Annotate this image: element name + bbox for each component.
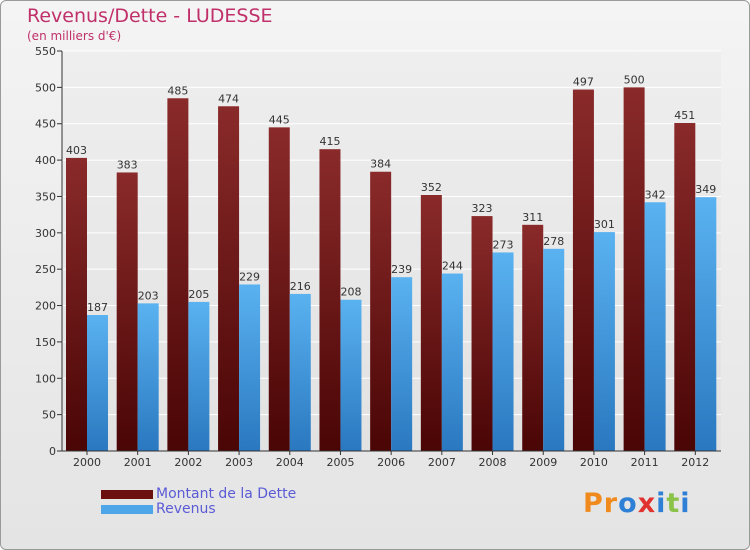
y-tick-label: 350 (35, 190, 56, 203)
revenue-value-label: 349 (695, 183, 716, 196)
revenue-value-label: 273 (493, 238, 514, 251)
debt-bar (218, 106, 240, 451)
x-tick-label: 2001 (124, 456, 152, 469)
debt-value-label: 384 (370, 158, 391, 171)
debt-bar (167, 98, 189, 451)
revenue-value-label: 278 (543, 235, 564, 248)
legend-swatch-debt (101, 490, 153, 499)
logo-letter: i (656, 488, 667, 519)
chart-title: Revenus/Dette - LUDESSE (27, 5, 273, 27)
debt-value-label: 451 (674, 109, 695, 122)
y-tick-label: 200 (35, 300, 56, 313)
debt-value-label: 383 (117, 158, 138, 171)
debt-bar (522, 224, 544, 451)
legend-label-debt: Montant de la Dette (156, 486, 297, 502)
debt-value-label: 323 (472, 202, 493, 215)
debt-bar (623, 87, 645, 451)
revenue-bar (188, 301, 210, 451)
debt-value-label: 485 (167, 84, 188, 97)
debt-bar (370, 171, 392, 451)
y-tick-label: 500 (35, 81, 56, 94)
revenue-bar (695, 197, 717, 451)
logo-letter: P (583, 488, 604, 519)
y-tick-label: 250 (35, 263, 56, 276)
y-tick-label: 150 (35, 336, 56, 349)
proxiti-logo: Proxiti (583, 488, 691, 519)
revenue-value-label: 205 (188, 288, 209, 301)
logo-letter: r (603, 488, 619, 519)
revenue-value-label: 208 (340, 286, 361, 299)
y-tick-label: 550 (35, 45, 56, 58)
x-tick-label: 2008 (479, 456, 507, 469)
revenue-bar (340, 299, 362, 451)
x-tick-label: 2009 (529, 456, 557, 469)
y-tick-label: 300 (35, 227, 56, 240)
revenue-bar (492, 252, 514, 451)
revenue-bar (239, 284, 261, 451)
debt-bar (66, 157, 87, 451)
x-tick-label: 2004 (276, 456, 304, 469)
debt-bar (471, 216, 493, 451)
revenue-bar (391, 277, 413, 451)
logo-letter: t (666, 488, 681, 519)
revenue-bar (289, 293, 311, 451)
revenue-bar (137, 303, 159, 451)
revenue-value-label: 229 (239, 270, 260, 283)
revenue-value-label: 244 (442, 260, 463, 273)
debt-bar (268, 127, 290, 451)
y-tick-label: 450 (35, 118, 56, 131)
revenue-bar (87, 315, 108, 451)
y-tick-label: 50 (42, 409, 56, 422)
revenue-value-label: 342 (645, 188, 666, 201)
x-tick-label: 2007 (428, 456, 456, 469)
logo-letter: x (637, 488, 657, 519)
debt-value-label: 474 (218, 92, 239, 105)
legend-swatch-revenue (101, 505, 153, 514)
debt-bar (116, 172, 138, 452)
logo-letter: i (680, 488, 691, 519)
x-tick-label: 2000 (73, 456, 101, 469)
x-tick-label: 2012 (681, 456, 709, 469)
debt-value-label: 403 (66, 144, 87, 157)
chart-subtitle: (en milliers d'€) (27, 29, 122, 43)
revenue-bar (644, 202, 666, 451)
revenue-bar (543, 248, 565, 451)
y-tick-label: 400 (35, 154, 56, 167)
revenue-bar (441, 273, 463, 451)
debt-bar (674, 123, 696, 451)
debt-bar (420, 195, 442, 451)
revenue-bar (593, 232, 615, 451)
x-tick-label: 2011 (631, 456, 659, 469)
revenue-value-label: 203 (138, 289, 159, 302)
debt-value-label: 500 (624, 73, 645, 86)
x-tick-label: 2010 (580, 456, 608, 469)
revenue-value-label: 301 (594, 218, 615, 231)
y-tick-label: 0 (49, 445, 56, 458)
x-tick-label: 2006 (377, 456, 405, 469)
debt-bar (572, 89, 594, 451)
debt-value-label: 311 (522, 211, 543, 224)
debt-value-label: 415 (319, 135, 340, 148)
debt-bar (319, 149, 341, 451)
revenue-value-label: 239 (391, 263, 412, 276)
revenue-value-label: 216 (290, 280, 311, 293)
legend-label-revenue: Revenus (156, 501, 216, 517)
debt-value-label: 445 (269, 113, 290, 126)
debt-value-label: 497 (573, 76, 594, 89)
x-tick-label: 2002 (174, 456, 202, 469)
x-tick-label: 2005 (326, 456, 354, 469)
x-tick-label: 2003 (225, 456, 253, 469)
debt-value-label: 352 (421, 181, 442, 194)
y-tick-label: 100 (35, 372, 56, 385)
logo-letter: o (618, 488, 638, 519)
revenue-value-label: 187 (87, 301, 108, 314)
